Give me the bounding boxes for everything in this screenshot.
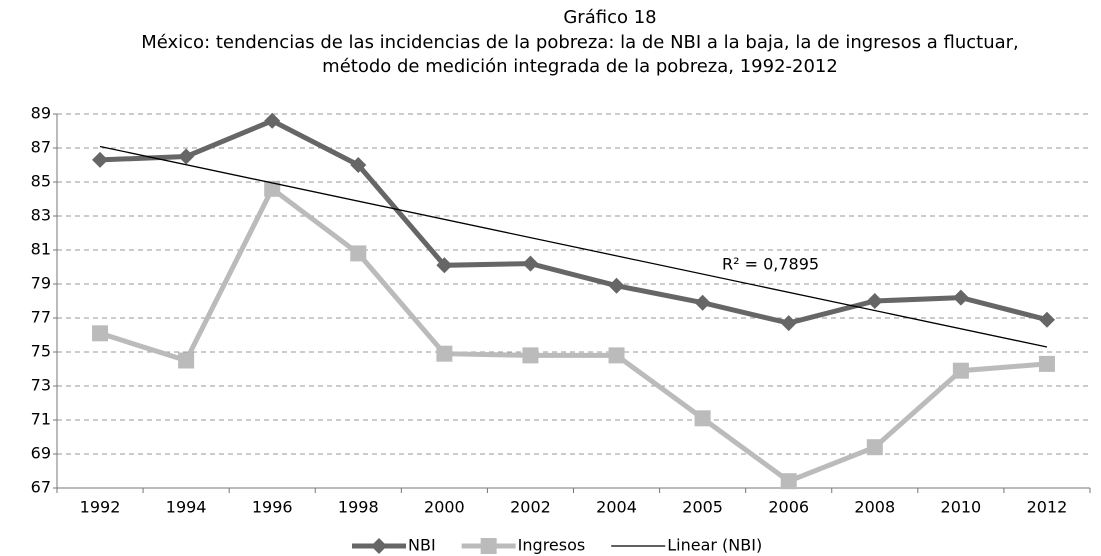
y-tick-label: 79 (31, 274, 51, 293)
x-tick-label: 2012 (1027, 498, 1068, 517)
marker (866, 293, 883, 309)
series-line (99, 118, 1048, 326)
marker (264, 112, 281, 129)
x-tick-label: 1992 (80, 498, 121, 517)
marker (694, 410, 711, 427)
x-tick-label: 2000 (424, 498, 465, 517)
marker (436, 345, 453, 362)
marker (350, 157, 367, 173)
chart-subtitle: México: tendencias de las incidencias de… (141, 32, 1019, 53)
x-tick-label: 1994 (166, 498, 207, 517)
x-tick-label: 1998 (338, 498, 379, 517)
trend-annotation: R² = 0,7895 (722, 255, 819, 274)
y-tick-label: 71 (31, 410, 51, 429)
y-tick-label: 85 (31, 172, 51, 191)
marker (694, 294, 711, 311)
y-tick-label: 87 (31, 138, 51, 157)
marker (178, 148, 195, 165)
marker (178, 352, 195, 369)
chart-subtitle: método de medición integrada de la pobre… (322, 56, 838, 77)
marker (92, 325, 109, 342)
marker (1038, 311, 1055, 328)
marker (92, 151, 109, 168)
marker (608, 347, 625, 364)
y-tick-label: 83 (31, 206, 51, 225)
x-tick-label: 2005 (682, 498, 723, 517)
x-tick-label: 2010 (941, 498, 982, 517)
marker (952, 362, 969, 379)
marker (866, 439, 883, 456)
marker (1038, 355, 1055, 372)
trend-line (99, 145, 1048, 348)
x-tick-label: 1996 (252, 498, 293, 517)
marker (264, 180, 281, 197)
legend-label: Linear (NBI) (667, 536, 762, 555)
marker (608, 277, 625, 294)
y-tick-label: 81 (31, 240, 51, 259)
y-tick-label: 77 (31, 308, 51, 327)
y-tick-label: 75 (31, 342, 51, 361)
marker (522, 347, 539, 364)
marker (436, 257, 453, 274)
marker (371, 538, 387, 554)
y-tick-label: 89 (31, 104, 51, 123)
x-tick-label: 2004 (596, 498, 637, 517)
legend-label: Ingresos (518, 536, 586, 555)
marker (350, 245, 367, 262)
y-tick-label: 69 (31, 444, 51, 463)
y-tick-label: 73 (31, 376, 51, 395)
marker (780, 473, 797, 490)
marker (952, 289, 969, 306)
marker (522, 255, 539, 272)
x-tick-label: 2008 (854, 498, 895, 517)
x-tick-label: 2006 (768, 498, 809, 517)
series-line (99, 185, 1048, 485)
marker (780, 315, 797, 332)
x-tick-label: 2002 (510, 498, 551, 517)
marker (480, 538, 497, 554)
legend-label: NBI (408, 536, 436, 555)
chart-title: Gráfico 18 (563, 7, 656, 28)
y-tick-label: 67 (31, 478, 51, 497)
